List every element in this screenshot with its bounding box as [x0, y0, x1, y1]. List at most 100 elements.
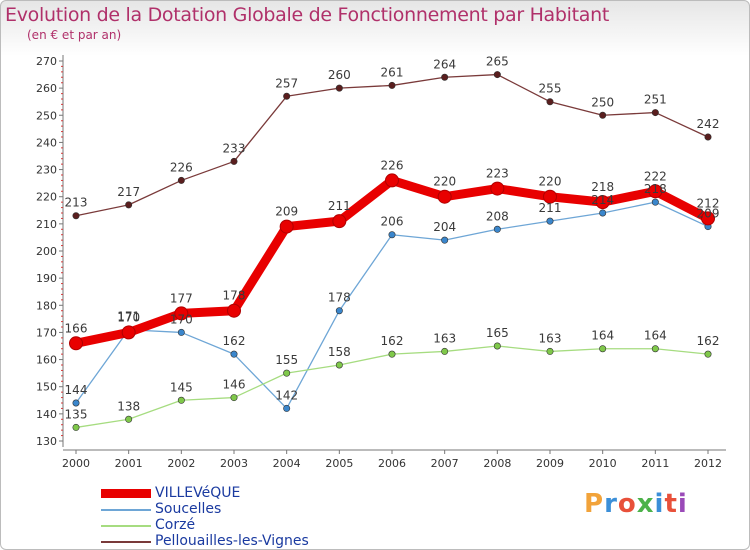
legend-swatch	[101, 509, 151, 511]
x-tick-label: 2006	[378, 457, 406, 470]
y-tick-label: 200	[36, 245, 57, 258]
data-point	[704, 350, 712, 358]
series-VILLEVéQUE	[69, 173, 715, 351]
data-label: 158	[328, 345, 351, 359]
data-label: 250	[591, 95, 614, 109]
data-point	[441, 347, 449, 355]
data-point	[701, 211, 715, 226]
data-point	[437, 189, 452, 204]
y-tick-label: 160	[36, 354, 57, 367]
legend-label: Pellouailles-les-Vignes	[155, 533, 309, 549]
data-label: 145	[170, 380, 193, 394]
data-label: 162	[223, 334, 246, 348]
data-point	[493, 225, 501, 233]
data-point	[230, 394, 238, 402]
data-point	[546, 217, 554, 225]
data-label: 226	[381, 158, 404, 172]
data-label: 211	[539, 201, 562, 215]
data-label: 171	[117, 310, 140, 324]
series-Corzé	[72, 342, 712, 431]
legend-swatch	[101, 541, 151, 543]
data-label: 222	[644, 169, 667, 183]
data-label: 164	[644, 329, 667, 343]
chart-title: Evolution de la Dotation Globale de Fonc…	[5, 4, 610, 26]
x-tick-label: 2012	[694, 457, 722, 470]
data-label: 178	[328, 291, 351, 305]
data-point	[230, 350, 238, 358]
data-label: 170	[117, 310, 140, 324]
data-point	[335, 84, 343, 92]
series-Soucelles	[72, 198, 712, 412]
data-label: 209	[697, 207, 720, 221]
data-label: 233	[223, 141, 246, 155]
data-point	[177, 396, 185, 404]
data-label: 165	[486, 326, 509, 340]
data-point	[599, 209, 607, 217]
data-label: 155	[275, 353, 298, 367]
data-point	[332, 214, 347, 229]
x-tick-label: 2001	[115, 457, 143, 470]
y-tick-label: 250	[36, 109, 57, 122]
data-label: 211	[328, 199, 351, 213]
x-tick-label: 2004	[273, 457, 301, 470]
data-point	[72, 399, 80, 407]
data-point	[651, 345, 659, 353]
x-tick-label: 2005	[325, 457, 353, 470]
data-label: 242	[697, 117, 720, 131]
data-label: 223	[486, 167, 509, 181]
data-label: 146	[223, 378, 246, 392]
data-point	[227, 303, 241, 318]
y-tick-label: 150	[36, 381, 57, 394]
data-point	[441, 73, 449, 81]
y-tick-label: 220	[36, 191, 57, 204]
data-point	[174, 306, 189, 321]
x-tick-label: 2010	[589, 457, 617, 470]
data-label: 162	[381, 334, 404, 348]
data-label: 212	[697, 196, 720, 210]
data-label: 162	[697, 334, 720, 348]
data-label: 208	[486, 209, 509, 223]
data-label: 255	[539, 82, 562, 96]
data-point	[72, 423, 80, 431]
data-label: 264	[433, 57, 456, 71]
data-point	[599, 111, 607, 119]
legend-swatch	[101, 489, 151, 498]
y-tick-label: 180	[36, 299, 57, 312]
data-label: 163	[433, 331, 456, 345]
data-point	[651, 198, 659, 206]
data-label: 144	[65, 383, 88, 397]
data-label: 214	[591, 193, 614, 207]
data-point	[283, 369, 291, 377]
data-point	[177, 176, 185, 184]
data-point	[648, 184, 663, 199]
y-tick-label: 140	[36, 408, 57, 421]
data-label: 164	[591, 329, 614, 343]
data-point	[385, 173, 399, 188]
chart-subtitle: (en € et par an)	[27, 28, 122, 42]
data-label: 170	[170, 312, 193, 326]
y-tick-label: 210	[36, 218, 57, 231]
data-point	[704, 133, 712, 141]
x-tick-label: 2011	[641, 457, 669, 470]
data-point	[388, 81, 396, 89]
proxiti-logo: Proxiti	[584, 489, 688, 519]
data-label: 213	[65, 196, 88, 210]
data-label: 135	[65, 407, 88, 421]
y-tick-label: 190	[36, 272, 57, 285]
y-tick-label: 240	[36, 136, 57, 149]
data-point	[599, 345, 607, 353]
data-label: 265	[486, 55, 509, 69]
data-point	[335, 307, 343, 315]
y-tick-label: 130	[36, 435, 57, 448]
data-point	[651, 109, 659, 117]
data-point	[125, 201, 133, 209]
series-Pellouailles-les-Vignes	[72, 71, 712, 220]
data-label: 218	[591, 180, 614, 194]
data-label: 209	[275, 205, 298, 219]
data-label: 138	[117, 399, 140, 413]
data-point	[388, 231, 396, 239]
y-tick-label: 230	[36, 164, 57, 177]
